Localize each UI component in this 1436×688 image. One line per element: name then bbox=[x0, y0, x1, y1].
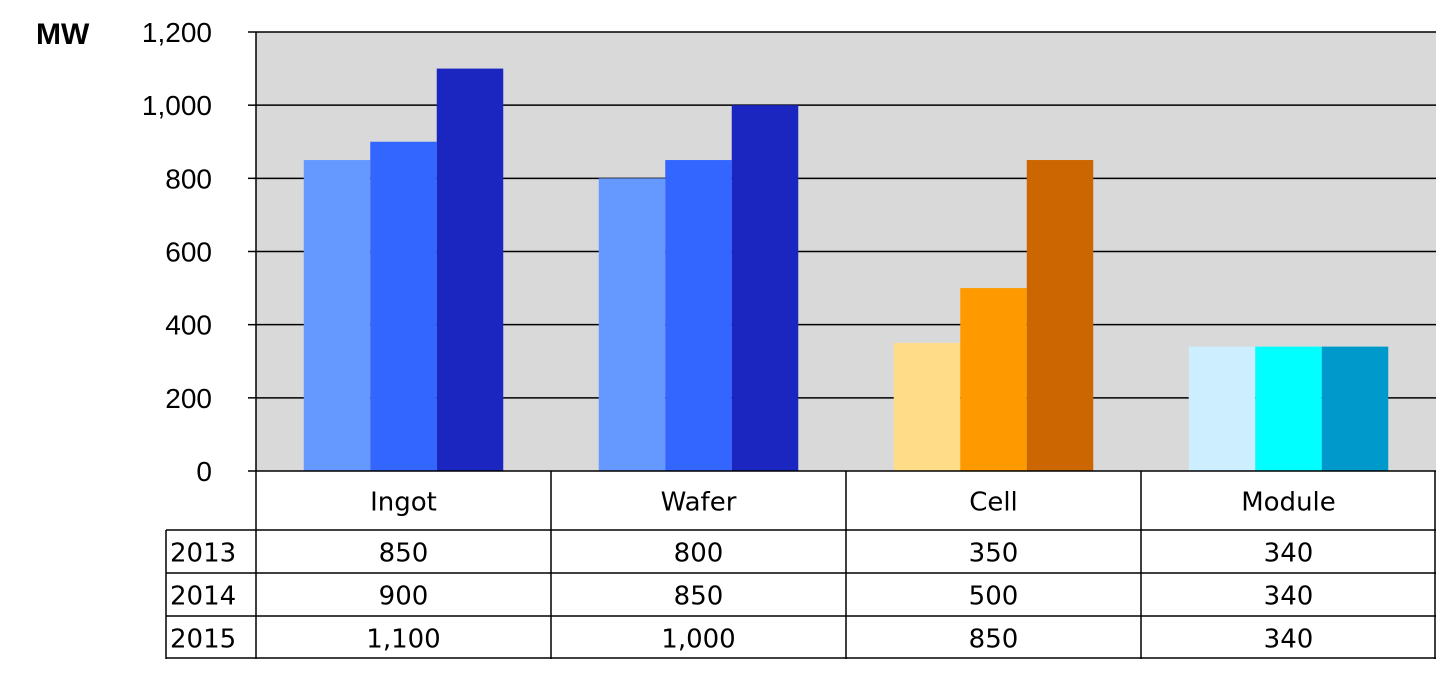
bar-module-2015 bbox=[1322, 347, 1389, 471]
x-category-label: Cell bbox=[969, 488, 1018, 518]
bar-module-2013 bbox=[1189, 347, 1256, 471]
table-cell: 500 bbox=[969, 582, 1019, 612]
y-tick-label: 600 bbox=[165, 237, 212, 268]
x-category-label: Module bbox=[1241, 488, 1336, 518]
table-cell: 850 bbox=[379, 539, 429, 569]
y-tick-label: 1,200 bbox=[142, 17, 212, 48]
x-category-label: Ingot bbox=[370, 488, 437, 518]
table-cell: 900 bbox=[379, 582, 429, 612]
table-cell: 850 bbox=[969, 625, 1019, 655]
table-row-label: 2013 bbox=[170, 539, 236, 569]
y-tick-label: 800 bbox=[165, 163, 212, 194]
table-row-label: 2015 bbox=[170, 625, 236, 655]
y-tick-label: 200 bbox=[165, 383, 212, 414]
bar-ingot-2015 bbox=[437, 69, 504, 471]
y-unit-label: MW bbox=[36, 18, 90, 51]
bar-cell-2014 bbox=[960, 288, 1027, 471]
x-category-label: Wafer bbox=[661, 488, 737, 518]
table-cell: 340 bbox=[1264, 582, 1314, 612]
bar-module-2014 bbox=[1255, 347, 1322, 471]
bar-wafer-2014 bbox=[665, 160, 732, 471]
bar-wafer-2013 bbox=[599, 178, 666, 471]
data-table: Ingot Wafer Cell Module 2013 850 800 350 340 2014… bbox=[166, 471, 1436, 659]
bar-wafer-2015 bbox=[732, 105, 799, 471]
bar-cell-2013 bbox=[894, 343, 961, 471]
y-tick-label: 1,000 bbox=[142, 90, 212, 121]
table-cell: 340 bbox=[1264, 539, 1314, 569]
bar-ingot-2013 bbox=[304, 160, 371, 471]
bar-ingot-2014 bbox=[370, 142, 437, 471]
table-cell: 850 bbox=[674, 582, 724, 612]
table-cell: 340 bbox=[1264, 625, 1314, 655]
table-row-label: 2014 bbox=[170, 582, 236, 612]
y-tick-labels: 0 200 400 600 800 1,000 1,200 bbox=[142, 17, 212, 487]
bar-cell-2015 bbox=[1027, 160, 1094, 471]
table-cell: 1,100 bbox=[366, 625, 440, 655]
table-cell: 350 bbox=[969, 539, 1019, 569]
table-cell: 1,000 bbox=[661, 625, 735, 655]
y-tick-label: 400 bbox=[165, 310, 212, 341]
y-tick-label: 0 bbox=[196, 456, 212, 487]
table-cell: 800 bbox=[674, 539, 724, 569]
